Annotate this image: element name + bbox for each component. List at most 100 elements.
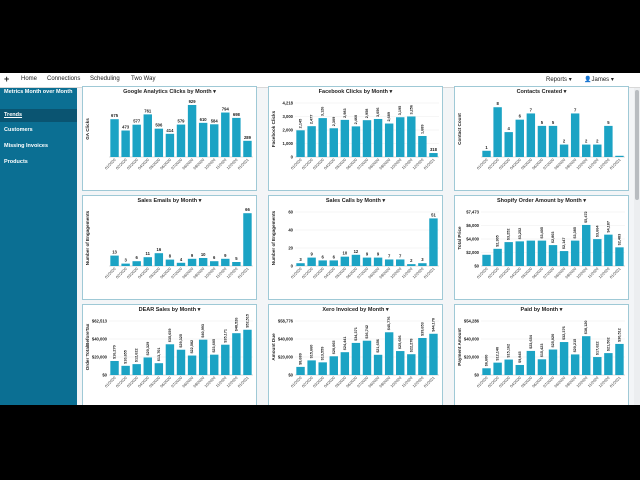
data-label: $35,659 <box>168 329 172 343</box>
data-label: 9 <box>224 253 227 258</box>
data-label: $45,776 <box>387 317 391 331</box>
chart-title[interactable]: Sales Calls by Month ▾ <box>325 198 386 204</box>
sidebar-item-trends[interactable]: Trends <box>0 109 77 122</box>
sidebar-item-metrics[interactable]: Metrics Month over Month <box>4 89 73 95</box>
chart-title[interactable]: Paid by Month ▾ <box>520 307 563 313</box>
data-label: $32,376 <box>562 326 566 340</box>
data-label: 9 <box>310 252 313 257</box>
data-label: $36,742 <box>365 325 369 339</box>
data-label: $30,512 <box>617 328 621 342</box>
bar <box>582 336 591 375</box>
bar <box>384 259 394 266</box>
bar <box>187 104 197 157</box>
data-label: 2,460 <box>354 115 358 125</box>
data-label: $9,845 <box>518 351 522 363</box>
bar <box>429 153 438 157</box>
bar-chart: Number of Engagements 6040200301/2020902/… <box>271 210 439 279</box>
app-screen: + Home Connections Scheduling Two Way Re… <box>0 73 640 405</box>
data-label: $20,329 <box>146 342 150 356</box>
chart-title[interactable]: Sales Emails by Month ▾ <box>137 198 202 204</box>
data-label: $23,654 <box>529 334 533 349</box>
y-tick-label: $7,473 <box>466 210 479 215</box>
data-label: 51 <box>431 212 436 217</box>
bar <box>482 150 491 157</box>
chart-panel: DEAR Sales by Month ▾ Order TotalBeforeT… <box>82 304 257 405</box>
bar <box>526 350 536 375</box>
data-label: 761 <box>144 108 152 113</box>
sidebar-item-customers[interactable]: Customers <box>4 127 33 133</box>
bar <box>429 333 438 375</box>
data-label: $3,252 <box>518 228 522 240</box>
scrollbar[interactable] <box>634 88 640 405</box>
bar-chart: Number of Engagements 1301/2020302/202060… <box>85 207 253 279</box>
data-label: 2 <box>585 139 588 144</box>
chart-title[interactable]: Xero Invoiced by Month ▾ <box>322 307 389 313</box>
bar <box>296 263 305 266</box>
data-label: $15,162 <box>507 344 511 358</box>
chart-panel: Facebook Clicks by Month ▾ Facebook Clic… <box>268 86 443 191</box>
chart-title[interactable]: DEAR Sales by Month ▾ <box>138 307 201 313</box>
bar <box>515 119 524 157</box>
nav-link-connections[interactable]: Connections <box>47 76 81 82</box>
y-axis-label: Facebook Clicks <box>271 110 276 147</box>
bar <box>396 259 405 266</box>
bar <box>154 363 164 375</box>
x-tick-label: 01/2021 <box>237 158 250 171</box>
x-tick-label: 01/2021 <box>609 376 622 389</box>
data-label: 9 <box>377 252 380 257</box>
x-tick-label: 01/2021 <box>237 376 250 389</box>
data-label: $2,803 <box>551 231 555 243</box>
user-menu[interactable]: 👤James ▾ <box>584 76 614 83</box>
bar <box>384 332 394 375</box>
data-label: 3,056 <box>376 107 380 117</box>
bar <box>362 257 372 266</box>
y-tick-label: $0 <box>102 373 107 378</box>
nav-link-two-way[interactable]: Two Way <box>131 76 156 82</box>
dashboard-grid: Google Analytics Clicks by Month ▾ GA Cl… <box>77 86 634 405</box>
data-label: $17,622 <box>595 341 599 355</box>
bar <box>318 260 327 266</box>
bar-chart: Total Price $7,473 $6,000 $4,000 $2,000 $0 01/… <box>457 210 625 280</box>
chart-title[interactable]: Contacts Created ▾ <box>516 89 567 95</box>
data-label: $52,515 <box>245 314 249 328</box>
data-label: $25,020 <box>551 334 555 348</box>
data-label: $25,656 <box>398 335 402 349</box>
data-label: 473 <box>122 125 130 130</box>
bar-chart: Facebook Clicks 4,218 3,000 2,000 1,000 0 2,14… <box>271 101 439 170</box>
y-axis-label: Order TotalBeforeTax <box>85 323 90 370</box>
scrollbar-thumb[interactable] <box>635 90 639 200</box>
nav-link-home[interactable]: Home <box>21 76 38 82</box>
bar <box>329 260 338 266</box>
bar-chart: Order TotalBeforeTax$62,513 $40,000 $20,00… <box>85 314 253 389</box>
reports-menu[interactable]: Reports ▾ <box>546 76 572 83</box>
data-label: 1,689 <box>420 124 424 134</box>
chart-title[interactable]: Facebook Clicks by Month ▾ <box>318 89 393 95</box>
bar <box>121 130 130 157</box>
sidebar-item-missing-invoices[interactable]: Missing Invoices <box>4 143 49 149</box>
nav-link-scheduling[interactable]: Scheduling <box>90 76 120 82</box>
logo-icon[interactable]: + <box>4 74 10 84</box>
y-tick-label: $0 <box>288 373 293 378</box>
bar <box>537 359 547 375</box>
x-tick-label: 01/2021 <box>609 158 622 171</box>
chart-title[interactable]: Google Analytics Clicks by Month ▾ <box>123 89 216 95</box>
y-tick-label: 4,218 <box>283 101 294 106</box>
bar <box>198 339 208 375</box>
bar <box>482 254 491 266</box>
y-tick-label: $4,000 <box>466 237 479 242</box>
bar <box>243 329 252 375</box>
data-label: $29,325 <box>179 334 183 348</box>
chart-title[interactable]: Shopify Order Amount by Month ▾ <box>496 198 587 204</box>
data-label: 10 <box>343 251 348 256</box>
bar <box>559 342 569 375</box>
bar <box>373 354 383 375</box>
x-tick-label: 01/2021 <box>609 267 622 280</box>
sidebar-item-products[interactable]: Products <box>4 159 28 165</box>
data-label: 5 <box>541 120 544 125</box>
y-tick-label: $6,000 <box>466 223 479 228</box>
data-label: 6 <box>333 254 336 259</box>
bar <box>559 251 569 266</box>
data-label: 3,126 <box>321 107 325 117</box>
bar <box>548 349 558 375</box>
bar <box>582 224 591 266</box>
